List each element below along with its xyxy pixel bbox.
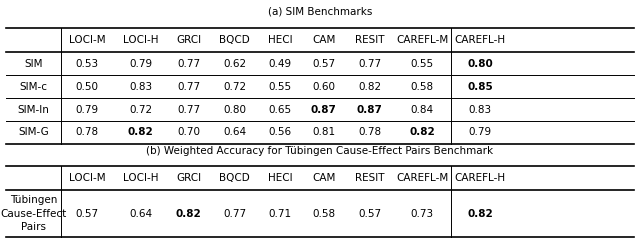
Text: CAREFL-H: CAREFL-H (454, 173, 506, 183)
Text: 0.77: 0.77 (177, 105, 200, 114)
Text: 0.58: 0.58 (312, 209, 335, 219)
Text: 0.83: 0.83 (129, 82, 152, 91)
Text: 0.85: 0.85 (467, 82, 493, 91)
Text: 0.58: 0.58 (411, 82, 434, 91)
Text: HECI: HECI (268, 35, 292, 45)
Text: 0.77: 0.77 (177, 82, 200, 91)
Text: 0.57: 0.57 (312, 59, 335, 68)
Text: HECI: HECI (268, 173, 292, 183)
Text: CAREFL-M: CAREFL-M (396, 173, 449, 183)
Text: BQCD: BQCD (219, 35, 250, 45)
Text: Tübingen
Cause-Effect
Pairs: Tübingen Cause-Effect Pairs (1, 195, 67, 232)
Text: 0.53: 0.53 (76, 59, 99, 68)
Text: RESIT: RESIT (355, 35, 385, 45)
Text: GRCI: GRCI (176, 173, 202, 183)
Text: 0.73: 0.73 (411, 209, 434, 219)
Text: (a) SIM Benchmarks: (a) SIM Benchmarks (268, 6, 372, 16)
Text: 0.57: 0.57 (76, 209, 99, 219)
Text: 0.64: 0.64 (129, 209, 152, 219)
Text: 0.55: 0.55 (269, 82, 292, 91)
Text: 0.77: 0.77 (177, 59, 200, 68)
Text: 0.65: 0.65 (269, 105, 292, 114)
Text: 0.78: 0.78 (358, 128, 381, 137)
Text: 0.80: 0.80 (223, 105, 246, 114)
Text: 0.82: 0.82 (176, 209, 202, 219)
Text: 0.77: 0.77 (358, 59, 381, 68)
Text: CAREFL-M: CAREFL-M (396, 35, 449, 45)
Text: 0.72: 0.72 (223, 82, 246, 91)
Text: LOCI-M: LOCI-M (69, 173, 106, 183)
Text: 0.77: 0.77 (223, 209, 246, 219)
Text: 0.80: 0.80 (467, 59, 493, 68)
Text: 0.56: 0.56 (269, 128, 292, 137)
Text: SIM-ln: SIM-ln (18, 105, 49, 114)
Text: 0.60: 0.60 (312, 82, 335, 91)
Text: LOCI-H: LOCI-H (123, 35, 158, 45)
Text: 0.84: 0.84 (411, 105, 434, 114)
Text: 0.72: 0.72 (129, 105, 152, 114)
Text: 0.82: 0.82 (358, 82, 381, 91)
Text: SIM-G: SIM-G (18, 128, 49, 137)
Text: (b) Weighted Accuracy for Tübingen Cause-Effect Pairs Benchmark: (b) Weighted Accuracy for Tübingen Cause… (147, 146, 493, 156)
Text: 0.70: 0.70 (177, 128, 200, 137)
Text: SIM: SIM (24, 59, 43, 68)
Text: CAREFL-H: CAREFL-H (454, 35, 506, 45)
Text: LOCI-M: LOCI-M (69, 35, 106, 45)
Text: 0.57: 0.57 (358, 209, 381, 219)
Text: 0.64: 0.64 (223, 128, 246, 137)
Text: 0.50: 0.50 (76, 82, 99, 91)
Text: BQCD: BQCD (219, 173, 250, 183)
Text: 0.79: 0.79 (129, 59, 152, 68)
Text: 0.78: 0.78 (76, 128, 99, 137)
Text: 0.55: 0.55 (411, 59, 434, 68)
Text: 0.82: 0.82 (127, 128, 154, 137)
Text: LOCI-H: LOCI-H (123, 173, 158, 183)
Text: 0.83: 0.83 (468, 105, 492, 114)
Text: 0.87: 0.87 (356, 105, 383, 114)
Text: 0.79: 0.79 (76, 105, 99, 114)
Text: GRCI: GRCI (176, 35, 202, 45)
Text: 0.79: 0.79 (468, 128, 492, 137)
Text: 0.81: 0.81 (312, 128, 335, 137)
Text: 0.82: 0.82 (467, 209, 493, 219)
Text: 0.49: 0.49 (269, 59, 292, 68)
Text: SIM-c: SIM-c (20, 82, 47, 91)
Text: 0.87: 0.87 (311, 105, 337, 114)
Text: 0.82: 0.82 (410, 128, 435, 137)
Text: 0.71: 0.71 (269, 209, 292, 219)
Text: RESIT: RESIT (355, 173, 385, 183)
Text: 0.62: 0.62 (223, 59, 246, 68)
Text: CAM: CAM (312, 173, 335, 183)
Text: CAM: CAM (312, 35, 335, 45)
